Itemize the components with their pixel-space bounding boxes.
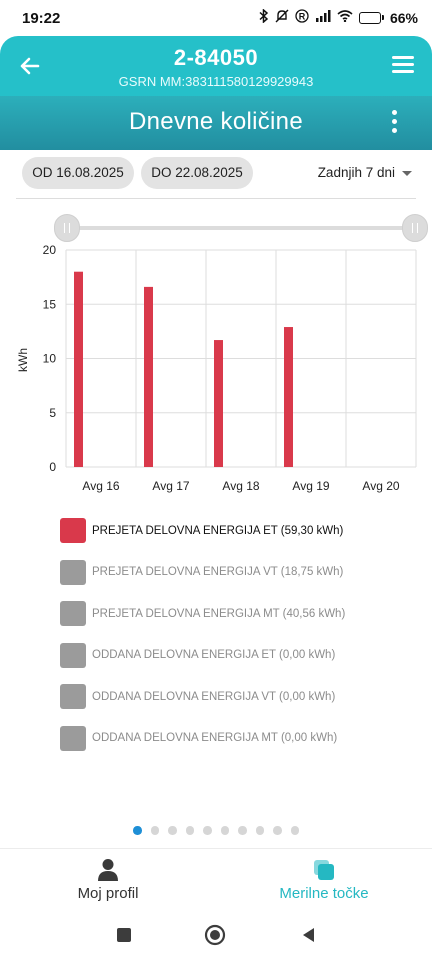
x-tick-label: Avg 16 — [82, 479, 119, 493]
back-triangle-icon[interactable] — [298, 924, 320, 946]
range-slider-end-handle[interactable] — [402, 214, 428, 242]
mute-icon — [275, 9, 289, 26]
back-arrow-icon[interactable] — [16, 52, 44, 80]
svg-text:R: R — [299, 12, 306, 22]
y-tick-label: 10 — [43, 352, 57, 366]
recents-square-icon[interactable] — [113, 924, 135, 946]
legend-label: ODDANA DELOVNA ENERGIJA ET (0,00 kWh) — [92, 649, 336, 662]
app-header: 2-84050 GSRN MM:383111580129929943 — [0, 36, 432, 96]
y-tick-label: 0 — [49, 460, 56, 474]
y-tick-label: 20 — [43, 243, 57, 257]
legend-item[interactable]: PREJETA DELOVNA ENERGIJA VT (18,75 kWh) — [60, 552, 400, 594]
page-dot[interactable] — [185, 826, 194, 835]
status-time: 19:22 — [22, 10, 61, 27]
legend-item[interactable]: ODDANA DELOVNA ENERGIJA MT (0,00 kWh) — [60, 718, 400, 760]
chart-bar[interactable] — [214, 340, 223, 467]
battery-icon — [358, 11, 384, 24]
chart-bar[interactable] — [74, 271, 83, 467]
page-dot[interactable] — [273, 826, 282, 835]
page-dot[interactable] — [133, 826, 142, 835]
legend-swatch — [60, 684, 86, 710]
x-tick-label: Avg 17 — [152, 479, 189, 493]
page-dot[interactable] — [150, 826, 159, 835]
page-dot[interactable] — [203, 826, 212, 835]
section-bar: Dnevne količine — [0, 96, 432, 150]
x-tick-label: Avg 18 — [222, 479, 259, 493]
status-icons: R 66% — [259, 8, 418, 26]
legend-label: PREJETA DELOVNA ENERGIJA VT (18,75 kWh) — [92, 566, 344, 579]
chart-bar[interactable] — [144, 286, 153, 467]
legend-swatch — [60, 725, 86, 751]
nav-meters-label: Merilne točke — [279, 885, 369, 902]
chart-legend: PREJETA DELOVNA ENERGIJA ET (59,30 kWh) P… — [60, 510, 400, 759]
period-label: Zadnjih 7 dni — [317, 165, 395, 180]
bluetooth-icon — [259, 8, 269, 26]
battery-percent: 66% — [389, 9, 418, 26]
section-title: Dnevne količine — [129, 108, 303, 135]
page-dot[interactable] — [220, 826, 229, 835]
legend-label: ODDANA DELOVNA ENERGIJA VT (0,00 kWh) — [92, 690, 336, 703]
legend-item[interactable]: ODDANA DELOVNA ENERGIJA ET (0,00 kWh) — [60, 635, 400, 677]
page-indicator — [133, 826, 299, 835]
legend-swatch — [60, 559, 86, 585]
meter-title: 2-84050 — [173, 45, 259, 70]
bottom-navigation: Moj profil Merilne točke — [0, 848, 432, 910]
legend-label: ODDANA DELOVNA ENERGIJA MT (0,00 kWh) — [92, 732, 338, 745]
meters-stack-icon — [313, 858, 335, 882]
page-dot[interactable] — [168, 826, 177, 835]
legend-swatch — [60, 642, 86, 668]
chart-bar[interactable] — [284, 327, 293, 467]
legend-swatch — [60, 601, 86, 627]
y-tick-label: 5 — [49, 406, 56, 420]
legend-swatch — [60, 518, 86, 544]
daily-consumption-chart: 0 5 10 15 20 Avg 16 Avg 17 Avg 18 Avg 19 Avg 20 k… — [0, 240, 432, 500]
range-slider-track[interactable] — [66, 226, 416, 230]
legend-item[interactable]: PREJETA DELOVNA ENERGIJA MT (40,56 kWh) — [60, 593, 400, 635]
wifi-icon — [337, 10, 353, 25]
registered-icon: R — [295, 9, 309, 26]
legend-label: PREJETA DELOVNA ENERGIJA MT (40,56 kWh) — [92, 607, 346, 620]
nav-profile-label: Moj profil — [77, 885, 139, 902]
x-tick-label: Avg 20 — [362, 479, 399, 493]
home-circle-icon[interactable] — [204, 924, 226, 946]
page-dot[interactable] — [238, 826, 247, 835]
person-icon — [97, 858, 119, 882]
legend-item[interactable]: PREJETA DELOVNA ENERGIJA ET (59,30 kWh) — [60, 510, 400, 552]
signal-icon — [315, 10, 331, 25]
gsrn-subtitle: GSRN MM:383111580129929943 — [118, 74, 314, 89]
divider — [16, 198, 416, 199]
range-slider-start-handle[interactable] — [54, 214, 80, 242]
page-dot[interactable] — [290, 826, 299, 835]
legend-item[interactable]: ODDANA DELOVNA ENERGIJA VT (0,00 kWh) — [60, 676, 400, 718]
nav-profile[interactable]: Moj profil — [0, 849, 216, 911]
hamburger-menu-icon[interactable] — [392, 56, 414, 76]
more-options-icon[interactable] — [390, 110, 398, 136]
date-to-chip[interactable]: DO 22.08.2025 — [141, 157, 253, 189]
y-tick-label: 15 — [43, 297, 57, 311]
x-tick-label: Avg 19 — [292, 479, 329, 493]
date-from-chip[interactable]: OD 16.08.2025 — [22, 157, 134, 189]
nav-meters[interactable]: Merilne točke — [216, 849, 432, 911]
chart-svg: 0 5 10 15 20 Avg 16 Avg 17 Avg 18 Avg 19 Avg 20 k… — [16, 243, 417, 493]
period-dropdown[interactable]: Zadnjih 7 dni — [318, 165, 412, 180]
system-navigation — [0, 910, 432, 960]
status-bar: 19:22 R 66% — [0, 0, 432, 36]
y-axis-label: kWh — [16, 348, 30, 372]
dropdown-caret-icon — [402, 170, 412, 176]
page-dot[interactable] — [255, 826, 264, 835]
legend-label: PREJETA DELOVNA ENERGIJA ET (59,30 kWh) — [92, 524, 344, 537]
